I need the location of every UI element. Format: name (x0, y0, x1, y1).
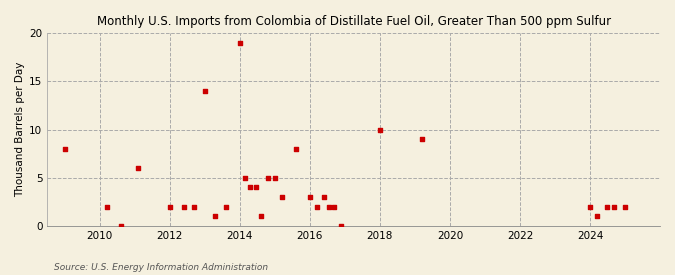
Point (101, 204, 112, 209)
Point (591, 214, 602, 218)
Point (290, 147, 301, 151)
Point (416, 137, 427, 141)
Point (585, 204, 595, 209)
Point (319, 195, 329, 199)
Point (304, 195, 315, 199)
Title: Monthly U.S. Imports from Colombia of Distillate Fuel Oil, Greater Than 500 ppm : Monthly U.S. Imports from Colombia of Di… (97, 15, 611, 28)
Point (329, 204, 340, 209)
Text: Source: U.S. Energy Information Administration: Source: U.S. Energy Information Administ… (54, 263, 268, 272)
Point (199, 89, 210, 93)
Point (250, 185, 261, 189)
Point (277, 195, 288, 199)
Point (245, 185, 256, 189)
Point (609, 204, 620, 209)
Point (324, 204, 335, 209)
Point (602, 204, 613, 209)
Point (133, 166, 144, 170)
Point (311, 204, 322, 209)
Y-axis label: Thousand Barrels per Day: Thousand Barrels per Day (15, 62, 25, 197)
Point (234, 41, 245, 45)
Point (59, 147, 70, 151)
Point (178, 204, 189, 209)
Point (189, 204, 200, 209)
Point (221, 204, 232, 209)
Point (210, 214, 221, 218)
Point (263, 175, 273, 180)
Point (269, 175, 280, 180)
Point (620, 204, 630, 209)
Point (115, 224, 126, 228)
Point (336, 224, 347, 228)
Point (240, 175, 250, 180)
Point (165, 204, 176, 209)
Point (375, 127, 385, 132)
Point (255, 214, 266, 218)
